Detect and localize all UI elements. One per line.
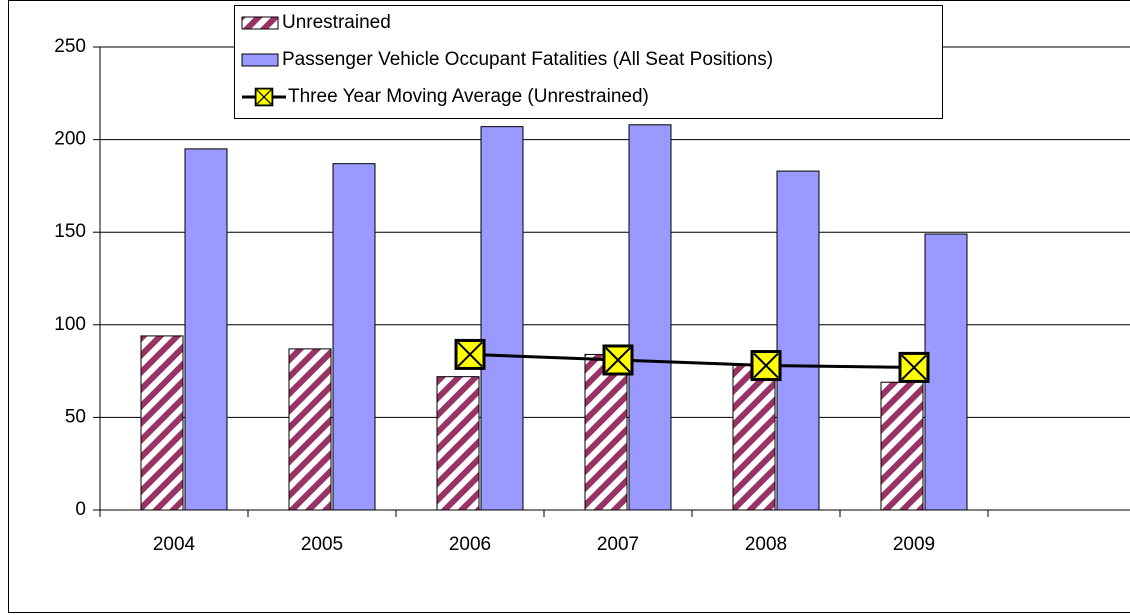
y-tick-label: 250 xyxy=(54,36,86,57)
y-tick-label: 150 xyxy=(54,221,86,242)
legend-label: Passenger Vehicle Occupant Fatalities (A… xyxy=(282,49,773,70)
bar xyxy=(584,353,628,511)
line-marker xyxy=(454,338,486,370)
x-tick-label: 2005 xyxy=(301,534,343,555)
y-tick-label: 50 xyxy=(65,406,86,427)
y-tick-label: 100 xyxy=(54,314,86,335)
legend-label: Three Year Moving Average (Unrestrained) xyxy=(288,86,649,107)
bar xyxy=(880,381,924,511)
marker-cross xyxy=(256,89,272,105)
line-marker xyxy=(602,344,634,376)
legend-box xyxy=(234,5,943,119)
bar xyxy=(288,348,332,511)
x-tick-label: 2008 xyxy=(745,534,787,555)
legend-swatch xyxy=(241,53,279,67)
line-marker xyxy=(750,350,782,382)
legend-swatch xyxy=(241,16,279,30)
x-tick-label: 2007 xyxy=(597,534,639,555)
x-tick-label: 2004 xyxy=(153,534,196,555)
bar xyxy=(776,170,820,511)
bar xyxy=(140,335,184,511)
bar xyxy=(480,126,524,511)
bar xyxy=(732,365,776,511)
bar xyxy=(332,163,376,511)
bar xyxy=(628,124,672,511)
bar xyxy=(924,233,968,511)
legend-marker xyxy=(254,87,274,107)
y-tick-label: 0 xyxy=(75,499,86,520)
y-tick-label: 200 xyxy=(54,129,86,150)
marker-cross xyxy=(605,347,631,373)
line-marker xyxy=(898,351,930,383)
bar xyxy=(436,376,480,511)
x-tick-label: 2009 xyxy=(893,534,935,555)
x-tick-label: 2006 xyxy=(449,534,491,555)
bar xyxy=(184,148,228,511)
marker-cross xyxy=(457,341,483,368)
line xyxy=(469,352,915,369)
legend-label: Unrestrained xyxy=(282,12,391,33)
marker-cross xyxy=(901,354,927,381)
marker-cross xyxy=(753,352,779,379)
